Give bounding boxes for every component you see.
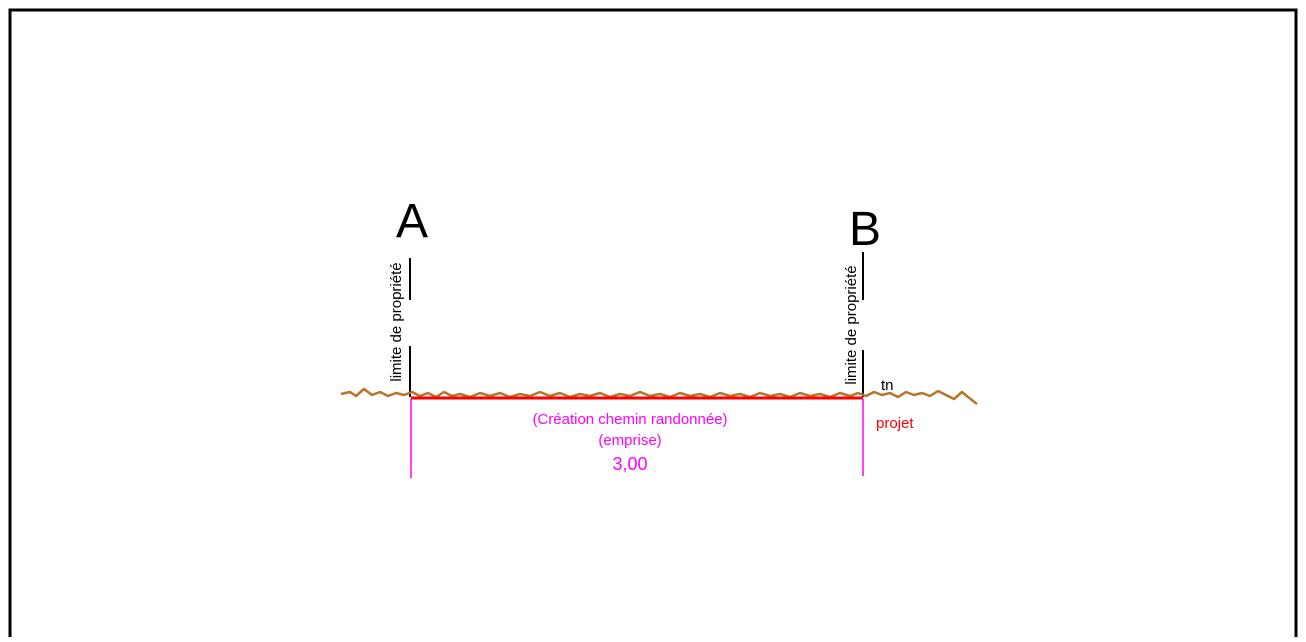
- project-label: projet: [876, 415, 914, 432]
- point-a-label: A: [396, 195, 428, 248]
- terrain-label: tn: [881, 377, 894, 394]
- property-limit-b-label: limite de propriété: [843, 265, 860, 384]
- property-limit-a-label: limite de propriété: [388, 262, 405, 381]
- width-value: 3,00: [612, 454, 647, 474]
- emprise-label: (emprise): [598, 432, 661, 449]
- creation-label: (Création chemin randonnée): [532, 411, 727, 428]
- drawing-frame: [8, 8, 1298, 642]
- terrain-line: [340, 387, 978, 405]
- point-b-label: B: [849, 203, 881, 256]
